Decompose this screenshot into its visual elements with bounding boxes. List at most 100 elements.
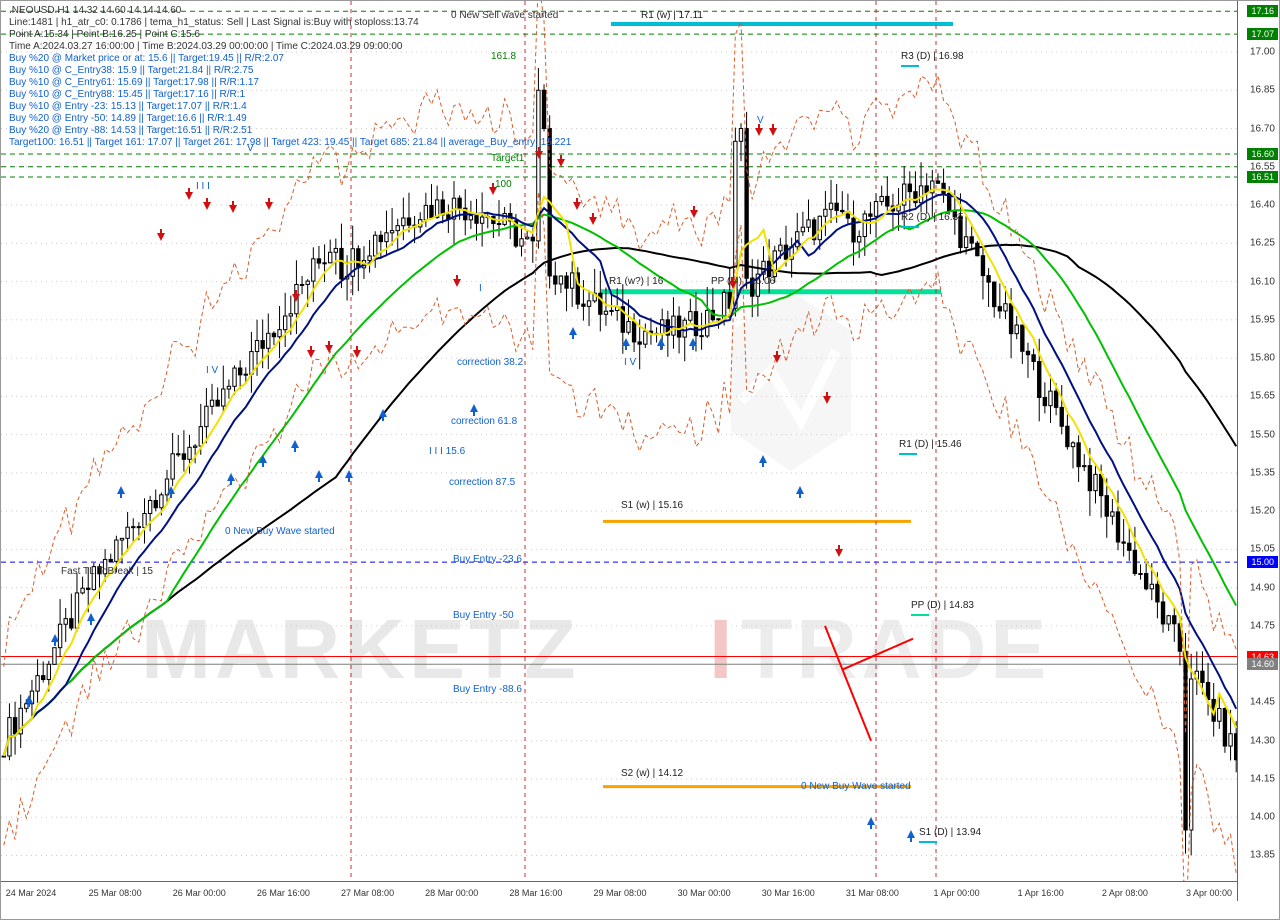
x-tick-label: 25 Mar 08:00 bbox=[89, 888, 142, 898]
pivot-marker bbox=[901, 226, 919, 228]
buy-arrow-icon bbox=[167, 486, 175, 494]
info-line: Line:1481 | h1_atr_c0: 0.1786 | tema_h1_… bbox=[9, 17, 419, 28]
y-tick-label: 13.85 bbox=[1250, 850, 1275, 861]
sell-arrow-icon bbox=[185, 192, 193, 200]
x-tick-label: 26 Mar 00:00 bbox=[173, 888, 226, 898]
pivot-label: R1 (D) | 15.46 bbox=[899, 439, 962, 450]
pivot-marker bbox=[911, 614, 929, 616]
x-tick-label: 2 Apr 08:00 bbox=[1102, 888, 1148, 898]
buy-arrow-icon bbox=[759, 455, 767, 463]
chart-annotation: correction 87.5 bbox=[449, 477, 515, 488]
chart-annotation: V bbox=[247, 143, 254, 154]
pivot-label: PP (D) | 14.83 bbox=[911, 600, 974, 611]
y-price-marker: 17.16 bbox=[1247, 5, 1278, 17]
x-tick-label: 31 Mar 08:00 bbox=[846, 888, 899, 898]
y-tick-label: 16.70 bbox=[1250, 123, 1275, 134]
y-tick-label: 17.00 bbox=[1250, 47, 1275, 58]
pivot-marker bbox=[901, 65, 919, 67]
chart-annotation: I I I bbox=[196, 181, 210, 192]
sell-arrow-icon bbox=[325, 345, 333, 353]
plot-area[interactable]: MARKETZ I TRADE .NEOUSD.H1 14.32 14.60 1… bbox=[1, 1, 1239, 901]
y-tick-label: 14.75 bbox=[1250, 620, 1275, 631]
watermark-logo-icon bbox=[721, 291, 861, 491]
sell-arrow-icon bbox=[589, 217, 597, 225]
chart-panel[interactable]: MARKETZ I TRADE .NEOUSD.H1 14.32 14.60 1… bbox=[0, 0, 1280, 920]
buy-arrow-icon bbox=[796, 486, 804, 494]
buy-arrow-icon bbox=[907, 830, 915, 838]
pivot-marker bbox=[899, 453, 917, 455]
buy-arrow-icon bbox=[291, 440, 299, 448]
sell-arrow-icon bbox=[292, 294, 300, 302]
y-tick-label: 15.80 bbox=[1250, 353, 1275, 364]
pivot-label: R1 (w?) | 16 bbox=[609, 276, 663, 287]
sell-arrow-icon bbox=[755, 128, 763, 136]
sell-arrow-icon bbox=[203, 202, 211, 210]
pivot-label: S1 (w) | 15.16 bbox=[621, 500, 683, 511]
pivot-label: PP (M) | 16.06 bbox=[711, 276, 775, 287]
sell-arrow-icon bbox=[769, 128, 777, 136]
sell-arrow-icon bbox=[835, 549, 843, 557]
sell-arrow-icon bbox=[265, 202, 273, 210]
y-price-marker: 16.51 bbox=[1247, 171, 1278, 183]
buy-arrow-icon bbox=[867, 817, 875, 825]
sell-arrow-icon bbox=[229, 205, 237, 213]
x-tick-label: 28 Mar 16:00 bbox=[509, 888, 562, 898]
sell-arrow-icon bbox=[573, 202, 581, 210]
sell-arrow-icon bbox=[690, 210, 698, 218]
chart-annotation: 0 New Buy Wave started bbox=[801, 781, 911, 792]
chart-annotation: I bbox=[479, 283, 482, 294]
chart-annotation: I V bbox=[624, 357, 636, 368]
info-line: Point A:15.34 | Point B:16.25 | Point C:… bbox=[9, 29, 200, 40]
y-tick-label: 14.30 bbox=[1250, 735, 1275, 746]
buy-arrow-icon bbox=[657, 338, 665, 346]
sell-arrow-icon bbox=[773, 355, 781, 363]
buy-arrow-icon bbox=[25, 695, 33, 703]
info-line: Buy %10 @ Entry -23: 15.13 || Target:17.… bbox=[9, 101, 247, 112]
buy-arrow-icon bbox=[259, 455, 267, 463]
chart-annotation: correction 61.8 bbox=[451, 416, 517, 427]
sell-arrow-icon bbox=[489, 187, 497, 195]
chart-annotation: 100 bbox=[495, 179, 512, 190]
buy-arrow-icon bbox=[689, 338, 697, 346]
x-tick-label: 28 Mar 00:00 bbox=[425, 888, 478, 898]
y-tick-label: 15.95 bbox=[1250, 314, 1275, 325]
y-tick-label: 16.25 bbox=[1250, 238, 1275, 249]
x-tick-label: 1 Apr 00:00 bbox=[934, 888, 980, 898]
y-tick-label: 16.10 bbox=[1250, 276, 1275, 287]
info-line: Buy %20 @ Entry -88: 14.53 || Target:16.… bbox=[9, 125, 252, 136]
y-tick-label: 15.20 bbox=[1250, 506, 1275, 517]
chart-annotation: Buy Entry -88.6 bbox=[453, 684, 522, 695]
info-line: Buy %20 @ Market price or at: 15.6 || Ta… bbox=[9, 53, 284, 64]
chart-annotation: 0 New Sell wave started bbox=[451, 10, 558, 21]
x-tick-label: 29 Mar 08:00 bbox=[593, 888, 646, 898]
buy-arrow-icon bbox=[345, 470, 353, 478]
y-tick-label: 15.65 bbox=[1250, 391, 1275, 402]
y-tick-label: 16.40 bbox=[1250, 200, 1275, 211]
info-line: Target100: 16.51 || Target 161: 17.07 ||… bbox=[9, 137, 571, 148]
buy-arrow-icon bbox=[117, 486, 125, 494]
x-tick-label: 3 Apr 00:00 bbox=[1186, 888, 1232, 898]
chart-annotation: Buy Entry -23.6 bbox=[453, 554, 522, 565]
buy-arrow-icon bbox=[569, 327, 577, 335]
x-tick-label: 1 Apr 16:00 bbox=[1018, 888, 1064, 898]
watermark-accent: I bbox=[709, 601, 732, 698]
y-tick-label: 16.85 bbox=[1250, 85, 1275, 96]
chart-annotation: Target1 bbox=[491, 153, 524, 164]
pivot-label: S1 (D) | 13.94 bbox=[919, 827, 981, 838]
buy-arrow-icon bbox=[470, 404, 478, 412]
x-tick-label: 24 Mar 2024 bbox=[6, 888, 57, 898]
pivot-label: R2 (D) | 16.35 bbox=[901, 212, 964, 223]
buy-arrow-icon bbox=[315, 470, 323, 478]
watermark-text-2: TRADE bbox=[741, 601, 1050, 698]
chart-annotation: I V bbox=[206, 365, 218, 376]
y-tick-label: 14.15 bbox=[1250, 773, 1275, 784]
sell-arrow-icon bbox=[307, 350, 315, 358]
sell-arrow-icon bbox=[353, 350, 361, 358]
sell-arrow-icon bbox=[729, 281, 737, 289]
sell-arrow-icon bbox=[823, 396, 831, 404]
y-tick-label: 15.35 bbox=[1250, 467, 1275, 478]
chart-annotation: I I I 15.6 bbox=[429, 446, 465, 457]
x-tick-label: 27 Mar 08:00 bbox=[341, 888, 394, 898]
buy-arrow-icon bbox=[622, 338, 630, 346]
y-price-marker: 16.60 bbox=[1247, 148, 1278, 160]
